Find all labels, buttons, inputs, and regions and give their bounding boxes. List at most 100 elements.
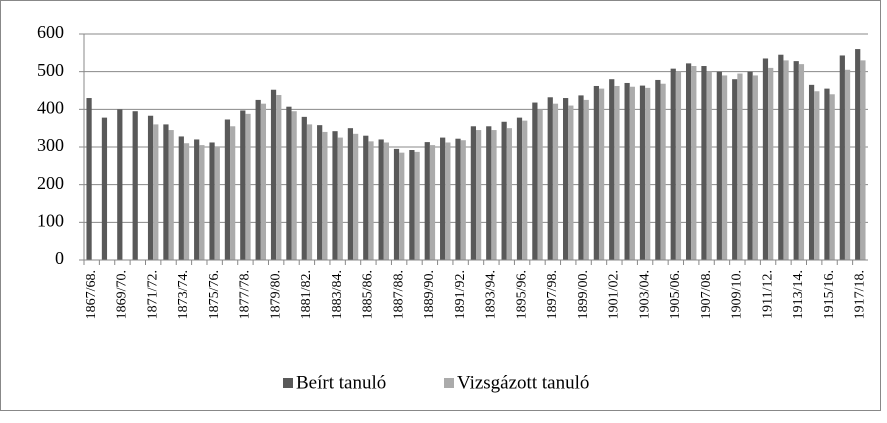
bar [230,126,236,261]
bar [783,60,789,260]
x-tick-label: 1895/96. [514,270,529,319]
bar [645,87,651,260]
bar [598,88,605,260]
bar [429,145,436,260]
bar [691,66,697,261]
bar [460,140,466,260]
bar [393,148,400,260]
bar [178,136,184,260]
y-tick-label: 500 [37,60,64,80]
bar [808,84,815,260]
x-tick-label: 1893/94. [484,270,499,319]
y-tick-label: 600 [37,22,64,42]
legend-label: Beírt tanuló [296,372,386,393]
bar [721,75,728,260]
bar [147,115,154,260]
bar [685,63,692,260]
bar [363,135,369,260]
y-tick-label: 100 [37,210,64,230]
bar [378,139,384,260]
bar [317,125,323,260]
x-tick-label: 1891/92. [453,270,468,319]
bar [183,143,190,260]
y-tick-label: 400 [37,97,64,117]
bar [163,124,169,261]
bar [332,131,338,260]
bar [716,71,722,261]
bar [706,71,712,261]
bar [224,119,231,261]
bar [455,138,461,260]
bar [409,150,415,260]
x-tick-label: 1885/86. [361,270,376,319]
bar [732,79,738,260]
legend-label: Vizsgázott tanuló [457,372,589,393]
bar [486,126,492,261]
bar [768,67,774,261]
y-tick-label: 200 [37,173,64,193]
bar [101,117,108,261]
bar [532,102,538,260]
bar [798,64,805,260]
bar [322,131,328,260]
x-tick-label: 1903/04. [637,270,652,319]
x-tick-label: 1867/68. [84,270,99,319]
x-tick-label: 1873/74. [176,270,191,319]
bar [270,89,277,260]
bar [860,60,866,260]
bar [491,130,497,260]
y-tick-label: 0 [55,248,64,268]
bar [639,85,646,260]
bar [476,130,482,260]
x-tick-label: 1915/16. [822,270,837,319]
bar [260,103,267,260]
x-tick-label: 1871/72. [145,270,160,319]
bar [168,130,174,260]
bar [844,69,851,261]
bar [286,106,292,261]
bar [675,71,682,261]
bar [762,58,769,260]
x-tick-label: 1887/88. [391,270,406,319]
bar [132,111,138,260]
bar [440,137,446,260]
bar [747,71,753,261]
bar [240,110,246,260]
bar [614,85,620,260]
x-tick-label: 1901/02. [607,270,622,319]
bar [337,137,343,260]
x-tick-label: 1899/00. [576,270,591,319]
x-tick-label: 1917/18. [853,270,868,319]
x-tick-label: 1907/08. [699,270,714,319]
bar [824,88,830,260]
bar [368,141,374,260]
bar [86,98,92,261]
bar [624,82,630,260]
bar [829,94,835,261]
bar [516,117,523,261]
bar [629,86,635,260]
bar [214,147,220,260]
bar [522,120,528,260]
bar [537,109,543,260]
bar [501,121,507,260]
x-tick-label: 1889/90. [422,270,437,319]
bar [583,99,589,261]
bar [255,99,261,261]
bar [383,142,389,260]
x-tick-label: 1881/82. [299,270,314,319]
bar [793,61,799,261]
x-tick-label: 1905/06. [668,270,683,319]
bar [353,133,359,260]
x-tick-label: 1877/78. [238,270,253,319]
bar [670,68,676,260]
bar [399,152,405,260]
bar [855,49,861,260]
bar [445,142,451,260]
bar [194,139,200,260]
bar [199,145,205,260]
bar [568,105,574,260]
bar [245,113,251,260]
x-tick-label: 1869/70. [115,270,130,319]
bar [470,126,476,261]
